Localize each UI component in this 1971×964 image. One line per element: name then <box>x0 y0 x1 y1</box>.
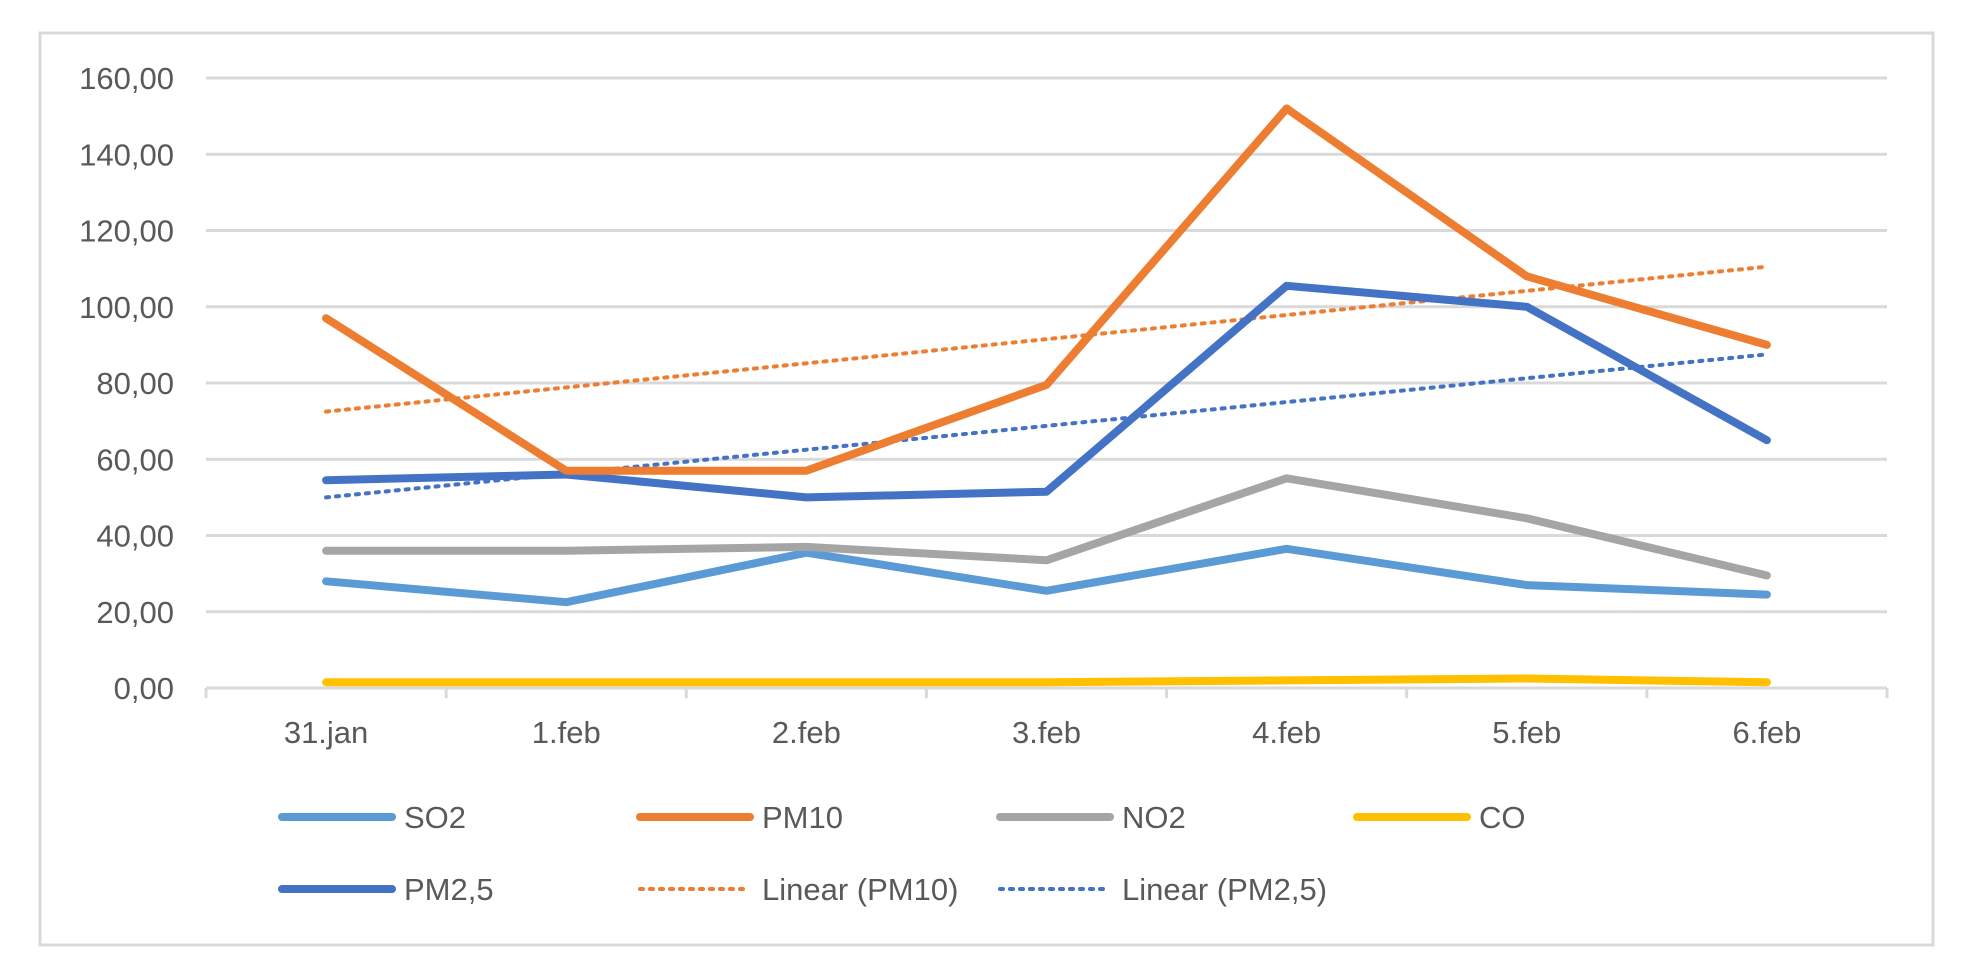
y-axis-tick-labels: 0,00 20,00 40,00 60,00 80,00 100,00 120,00 140,… <box>79 61 174 706</box>
x-tick-label: 31.jan <box>284 715 368 750</box>
y-tick-label: 60,00 <box>96 442 174 477</box>
legend-label: SO2 <box>404 800 466 835</box>
legend-label: PM10 <box>762 800 843 835</box>
legend-label: NO2 <box>1122 800 1186 835</box>
series-line <box>322 674 1771 687</box>
legend-label: PM2,5 <box>404 872 494 907</box>
legend-label: Linear (PM10) <box>762 872 958 907</box>
x-tick-label: 4.feb <box>1252 715 1321 750</box>
y-tick-label: 160,00 <box>79 61 174 96</box>
x-tick-label: 2.feb <box>772 715 841 750</box>
y-tick-label: 140,00 <box>79 137 174 172</box>
legend: SO2 PM10 NO2 CO PM2,5 Linear (PM10) Linear (PM… <box>278 800 1526 907</box>
trendline <box>324 264 1769 414</box>
y-tick-label: 120,00 <box>79 214 174 249</box>
x-axis-tick-labels: 31.jan 1.feb 2.feb 3.feb 4.feb 5.feb 6.feb <box>284 715 1802 750</box>
y-tick-label: 40,00 <box>96 519 174 554</box>
series-line <box>322 544 1771 607</box>
chart-area-border <box>38 31 1935 947</box>
x-axis <box>204 686 1889 698</box>
x-tick-label: 6.feb <box>1732 715 1801 750</box>
gridlines <box>206 76 1887 614</box>
legend-label: CO <box>1479 800 1526 835</box>
x-tick-label: 1.feb <box>532 715 601 750</box>
series-line <box>322 104 1771 475</box>
y-tick-label: 0,00 <box>114 671 174 706</box>
y-tick-label: 20,00 <box>96 595 174 630</box>
series-lines <box>322 104 1771 687</box>
series-line <box>322 474 1771 580</box>
y-tick-label: 100,00 <box>79 290 174 325</box>
y-tick-label: 80,00 <box>96 366 174 401</box>
x-tick-label: 3.feb <box>1012 715 1081 750</box>
x-tick-label: 5.feb <box>1492 715 1561 750</box>
legend-label: Linear (PM2,5) <box>1122 872 1327 907</box>
